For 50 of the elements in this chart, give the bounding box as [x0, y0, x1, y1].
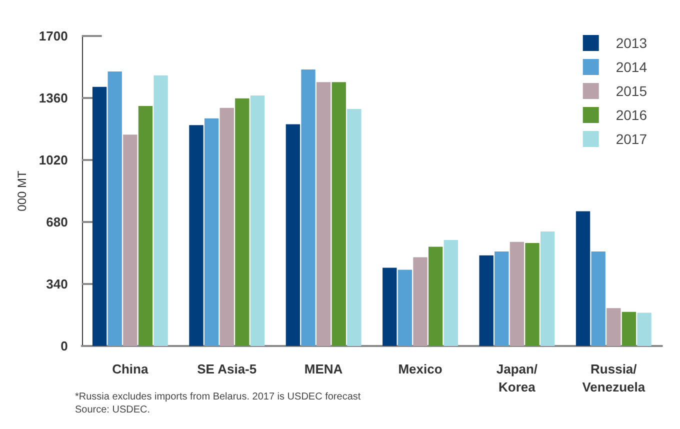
- legend-label: 2015: [616, 83, 648, 99]
- legend-label: 2017: [616, 131, 648, 147]
- text: *Russia excludes imports from Belarus. 2017 is USDEC forecast: [75, 392, 361, 402]
- bar: [591, 252, 606, 346]
- y-tick-label: 340: [46, 276, 68, 292]
- bar: [138, 106, 153, 346]
- bar: [204, 118, 219, 346]
- bar: [108, 72, 122, 346]
- bar: [494, 252, 509, 346]
- legend-label: 2016: [616, 107, 648, 123]
- bar: [444, 240, 458, 346]
- x-tick-label: China: [112, 362, 149, 376]
- bar: [332, 82, 346, 346]
- x-tick-label: MENA: [304, 362, 344, 376]
- bar: [235, 98, 250, 346]
- bar: [286, 124, 300, 346]
- y-tick-label: 0: [60, 338, 68, 354]
- bar: [250, 95, 265, 346]
- x-tick-label: Mexico: [398, 362, 442, 376]
- legend-label: 2014: [616, 59, 648, 75]
- y-tick-label: 1020: [38, 152, 68, 168]
- source-note: Source: USDEC.: [75, 404, 150, 416]
- bar: [525, 242, 540, 346]
- y-tick-label: 1700: [38, 28, 68, 44]
- bar: [220, 108, 234, 346]
- bar: [347, 108, 362, 346]
- bar: [382, 268, 397, 346]
- bar: [189, 125, 204, 346]
- bar: [540, 231, 555, 346]
- bar: [428, 246, 443, 346]
- bar: [606, 308, 621, 346]
- bar: [316, 82, 331, 346]
- y-tick-label: 680: [46, 214, 68, 230]
- bar: [154, 75, 168, 346]
- y-tick-label: 1360: [38, 90, 68, 106]
- x-tick-label: SE Asia-5: [197, 362, 257, 376]
- bar: [622, 312, 636, 346]
- bar: [301, 70, 316, 346]
- x-tick-label: Japan/ Korea: [496, 362, 538, 394]
- bar: [92, 86, 107, 346]
- bar: [123, 134, 138, 346]
- bar: [479, 255, 494, 346]
- bar: [576, 211, 590, 346]
- bar: [637, 312, 652, 346]
- legend-label: 2013: [616, 35, 648, 51]
- bar: [398, 270, 412, 346]
- bar: [413, 257, 428, 346]
- bar: [510, 242, 524, 346]
- y-axis-title: 000 MT: [15, 170, 29, 212]
- x-tick-label: Russia/ Venezuela: [582, 362, 646, 394]
